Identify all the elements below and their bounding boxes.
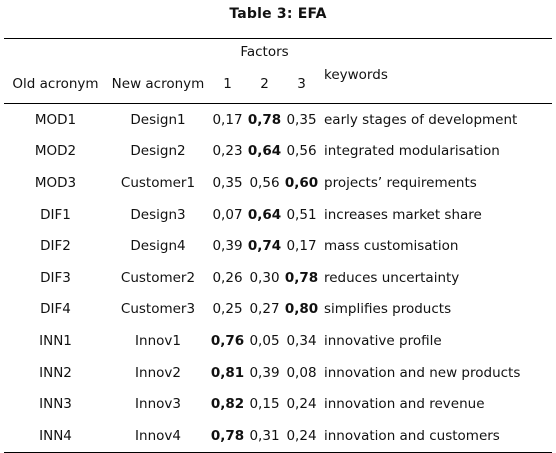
- new-acronym-cell: Customer2: [120, 269, 196, 286]
- old-acronym-cell: MOD1: [34, 111, 77, 128]
- old-acronym-header: Old acronym: [4, 65, 107, 104]
- header-row: Old acronym New acronym 1 2 3 keywords: [4, 65, 552, 104]
- factor-2-cell: 0,78: [247, 111, 282, 128]
- factor-3-cell: 0,08: [286, 364, 317, 381]
- factor-1-cell: 0,78: [210, 427, 245, 444]
- factor-2-cell: 0,56: [249, 174, 280, 191]
- old-acronym-cell: DIF4: [40, 301, 71, 318]
- factor-1-cell: 0,76: [210, 332, 245, 349]
- new-acronym-cell: Innov2: [135, 364, 181, 381]
- header-group-row: Factors: [4, 39, 552, 66]
- keywords-cell: innovation and customers: [324, 427, 500, 444]
- keywords-cell: innovation and revenue: [324, 396, 485, 413]
- old-acronym-cell: MOD3: [34, 174, 77, 191]
- factor-2-cell: 0,39: [249, 364, 280, 381]
- new-acronym-cell: Innov3: [135, 396, 181, 413]
- header-spacer: [4, 39, 107, 66]
- keywords-cell: early stages of development: [324, 111, 518, 128]
- new-acronym-cell: Design3: [130, 206, 186, 223]
- old-acronym-cell: MOD2: [34, 143, 77, 160]
- old-acronym-cell: INN1: [39, 332, 72, 349]
- table-caption: Table 3: EFA: [229, 6, 327, 22]
- new-acronym-cell: Innov4: [135, 427, 181, 444]
- factor-2-cell: 0,74: [247, 238, 282, 255]
- efa-table: Factors Old acronym New acronym 1 2 3 ke…: [4, 38, 552, 453]
- factor-2-cell: 0,31: [249, 427, 280, 444]
- old-acronym-cell: INN3: [39, 396, 72, 413]
- factor-2-cell: 0,64: [247, 206, 282, 223]
- old-acronym-cell: INN4: [39, 427, 72, 444]
- factor-3-cell: 0,34: [286, 332, 317, 349]
- factor-1-cell: 0,23: [212, 143, 243, 160]
- table-row: DIF4 Customer3 0,25 0,27 0,80 simplifies prod…: [4, 294, 552, 326]
- table-row: DIF3 Customer2 0,26 0,30 0,78 reduces uncerta…: [4, 262, 552, 294]
- header-spacer: [320, 39, 552, 66]
- table-row: MOD3 Customer1 0,35 0,56 0,60 projects’ requi…: [4, 167, 552, 199]
- keywords-cell: projects’ requirements: [324, 174, 477, 191]
- factor-3-cell: 0,56: [286, 143, 317, 160]
- factor-2-cell: 0,15: [249, 396, 280, 413]
- factor-1-cell: 0,17: [212, 111, 243, 128]
- factor-2-cell: 0,05: [249, 332, 280, 349]
- factor-3-cell: 0,60: [284, 174, 319, 191]
- keywords-cell: simplifies products: [324, 301, 452, 318]
- new-acronym-cell: Design2: [130, 143, 186, 160]
- factor-2-cell: 0,30: [249, 269, 280, 286]
- keywords-cell: innovative profile: [324, 332, 442, 349]
- table-row: MOD1 Design1 0,17 0,78 0,35 early stages of d…: [4, 104, 552, 136]
- new-acronym-header: New acronym: [107, 65, 209, 104]
- keywords-cell: reduces uncertainty: [324, 269, 460, 286]
- factors-group-header: Factors: [240, 44, 289, 60]
- new-acronym-cell: Customer3: [120, 301, 196, 318]
- keywords-cell: innovation and new products: [324, 364, 521, 381]
- factor-2-header: 2: [246, 65, 283, 104]
- table-row: INN4 Innov4 0,78 0,31 0,24 innovation and cus…: [4, 420, 552, 452]
- factor-3-header: 3: [283, 65, 320, 104]
- factor-3-cell: 0,51: [286, 206, 317, 223]
- factor-1-header: 1: [209, 65, 246, 104]
- old-acronym-cell: DIF2: [40, 238, 71, 255]
- keywords-cell: mass customisation: [324, 238, 459, 255]
- factor-3-cell: 0,17: [286, 238, 317, 255]
- table-body: MOD1 Design1 0,17 0,78 0,35 early stages of d…: [4, 104, 552, 453]
- factor-2-cell: 0,27: [249, 301, 280, 318]
- keywords-cell: integrated modularisation: [324, 143, 500, 160]
- old-acronym-cell: DIF1: [40, 206, 71, 223]
- factor-3-cell: 0,80: [284, 301, 319, 318]
- new-acronym-cell: Innov1: [135, 332, 181, 349]
- factor-1-cell: 0,25: [212, 301, 243, 318]
- factor-1-cell: 0,35: [212, 174, 243, 191]
- new-acronym-cell: Design4: [130, 238, 186, 255]
- factor-3-cell: 0,24: [286, 396, 317, 413]
- factor-1-cell: 0,39: [212, 238, 243, 255]
- keywords-cell: increases market share: [324, 206, 482, 223]
- factor-1-cell: 0,26: [212, 269, 243, 286]
- table-row: INN2 Innov2 0,81 0,39 0,08 innovation and new…: [4, 357, 552, 389]
- new-acronym-cell: Design1: [130, 111, 186, 128]
- factor-3-cell: 0,35: [286, 111, 317, 128]
- factor-2-cell: 0,64: [247, 143, 282, 160]
- old-acronym-cell: DIF3: [40, 269, 71, 286]
- old-acronym-cell: INN2: [39, 364, 72, 381]
- table-row: MOD2 Design2 0,23 0,64 0,56 integrated modula…: [4, 136, 552, 168]
- table-row: INN3 Innov3 0,82 0,15 0,24 innovation and rev…: [4, 388, 552, 420]
- keywords-header: keywords: [320, 65, 552, 104]
- table-row: DIF1 Design3 0,07 0,64 0,51 increases market …: [4, 199, 552, 231]
- factor-3-cell: 0,78: [284, 269, 319, 286]
- factor-3-cell: 0,24: [286, 427, 317, 444]
- header-spacer: [107, 39, 209, 66]
- factor-1-cell: 0,07: [212, 206, 243, 223]
- table-row: DIF2 Design4 0,39 0,74 0,17 mass customisatio…: [4, 230, 552, 262]
- factor-1-cell: 0,81: [210, 364, 245, 381]
- factor-1-cell: 0,82: [210, 396, 245, 413]
- table-row: INN1 Innov1 0,76 0,05 0,34 innovative profile: [4, 325, 552, 357]
- new-acronym-cell: Customer1: [120, 174, 196, 191]
